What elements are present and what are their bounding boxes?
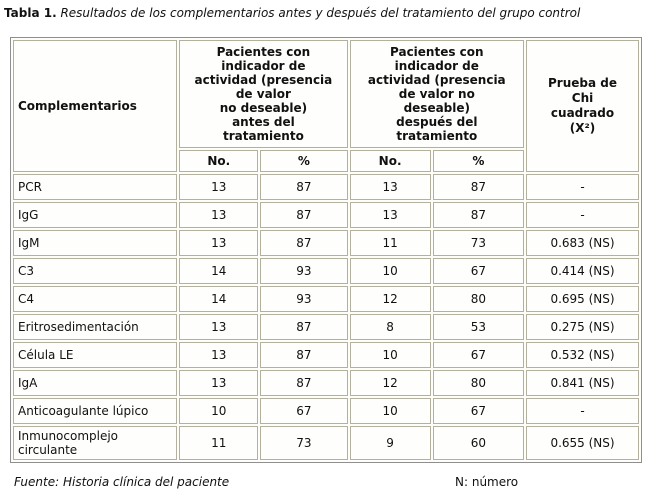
value-cell: 53: [432, 314, 525, 340]
value-cell: 13: [179, 370, 259, 396]
header-row-sub: No. % No. %: [13, 150, 639, 172]
table-row: IgG 13 87 13 87-: [13, 202, 639, 228]
row-label-cell: IgG: [13, 202, 178, 228]
header-complementarios: Complementarios: [13, 40, 178, 172]
value-cell: -: [526, 174, 639, 200]
value-cell: 10: [349, 258, 431, 284]
table-row: Eritrosedimentación 13 87 8 53 0.275 (NS): [13, 314, 639, 340]
row-label-cell: C3: [13, 258, 178, 284]
row-label-cell: IgM: [13, 230, 178, 256]
value-cell: 0.414 (NS): [526, 258, 639, 284]
value-cell: 0.695 (NS): [526, 286, 639, 312]
row-label-cell: Inmunocomplejo circulante: [13, 426, 178, 460]
row-label-cell: C4: [13, 286, 178, 312]
value-cell: 80: [432, 286, 525, 312]
row-label-cell: Anticoagulante lúpico: [13, 398, 178, 424]
value-cell: 13: [179, 314, 259, 340]
value-cell: 87: [260, 342, 348, 368]
value-cell: 0.655 (NS): [526, 426, 639, 460]
value-cell: 87: [432, 174, 525, 200]
n-legend: N: número: [455, 475, 519, 489]
value-cell: 11: [179, 426, 259, 460]
value-cell: 60: [432, 426, 525, 460]
value-cell: 67: [432, 398, 525, 424]
value-cell: 13: [349, 202, 431, 228]
value-cell: 10: [349, 398, 431, 424]
table-row: PCR 13 87 13 87-: [13, 174, 639, 200]
value-cell: 87: [260, 370, 348, 396]
value-cell: 8: [349, 314, 431, 340]
row-label-cell: PCR: [13, 174, 178, 200]
value-cell: -: [526, 202, 639, 228]
value-cell: 87: [260, 230, 348, 256]
table-caption-label: Tabla 1.: [4, 6, 57, 20]
value-cell: -: [526, 398, 639, 424]
table-row: Inmunocomplejo circulante 11 73 9 60 0.655 (N…: [13, 426, 639, 460]
table-caption-text: Resultados de los complementarios antes …: [56, 6, 581, 20]
subheader-before-no: No.: [179, 150, 259, 172]
header-row-main: Complementarios Pacientes con indicador …: [13, 40, 639, 172]
header-chi-square: Prueba de Chi cuadrado (X²): [526, 40, 639, 172]
value-cell: 73: [432, 230, 525, 256]
header-after-treatment-group: Pacientes con indicador de actividad (pr…: [349, 40, 525, 148]
value-cell: 0.275 (NS): [526, 314, 639, 340]
table-row: C3 14 93 10 67 0.414 (NS): [13, 258, 639, 284]
table-caption: Tabla 1. Resultados de los complementari…: [4, 6, 654, 21]
value-cell: 87: [260, 314, 348, 340]
value-cell: 10: [349, 342, 431, 368]
value-cell: 13: [179, 230, 259, 256]
value-cell: 87: [260, 174, 348, 200]
table-row: IgA 13 87 12 80 0.841 (NS): [13, 370, 639, 396]
value-cell: 14: [179, 286, 259, 312]
subheader-after-pct: %: [432, 150, 525, 172]
value-cell: 93: [260, 258, 348, 284]
value-cell: 14: [179, 258, 259, 284]
value-cell: 67: [260, 398, 348, 424]
value-cell: 13: [179, 174, 259, 200]
footer: Fuente: Historia clínica del paciente N:…: [4, 475, 654, 491]
row-label-cell: Eritrosedimentación: [13, 314, 178, 340]
subheader-after-no: No.: [349, 150, 431, 172]
source-note: Fuente: Historia clínica del paciente: [14, 475, 230, 489]
value-cell: 67: [432, 342, 525, 368]
subheader-before-pct: %: [260, 150, 348, 172]
value-cell: 67: [432, 258, 525, 284]
row-label-cell: Célula LE: [13, 342, 178, 368]
value-cell: 87: [432, 202, 525, 228]
value-cell: 12: [349, 370, 431, 396]
value-cell: 73: [260, 426, 348, 460]
value-cell: 10: [179, 398, 259, 424]
value-cell: 87: [260, 202, 348, 228]
table-body: PCR 13 87 13 87- IgG 13 87 13 87- IgM 13 87 11 73 0.683…: [13, 174, 639, 460]
table-row: IgM 13 87 11 73 0.683 (NS): [13, 230, 639, 256]
value-cell: 11: [349, 230, 431, 256]
value-cell: 13: [179, 342, 259, 368]
table-row: Célula LE 13 87 10 67 0.532 (NS): [13, 342, 639, 368]
value-cell: 13: [179, 202, 259, 228]
header-before-treatment-group: Pacientes con indicador de actividad (pr…: [179, 40, 348, 148]
value-cell: 0.683 (NS): [526, 230, 639, 256]
results-table: Complementarios Pacientes con indicador …: [10, 37, 642, 463]
table-header: Complementarios Pacientes con indicador …: [13, 40, 639, 172]
value-cell: 12: [349, 286, 431, 312]
value-cell: 13: [349, 174, 431, 200]
value-cell: 0.841 (NS): [526, 370, 639, 396]
value-cell: 0.532 (NS): [526, 342, 639, 368]
table-row: Anticoagulante lúpico 10 67 10 67-: [13, 398, 639, 424]
value-cell: 9: [349, 426, 431, 460]
row-label-cell: IgA: [13, 370, 178, 396]
value-cell: 80: [432, 370, 525, 396]
value-cell: 93: [260, 286, 348, 312]
table-row: C4 14 93 12 80 0.695 (NS): [13, 286, 639, 312]
